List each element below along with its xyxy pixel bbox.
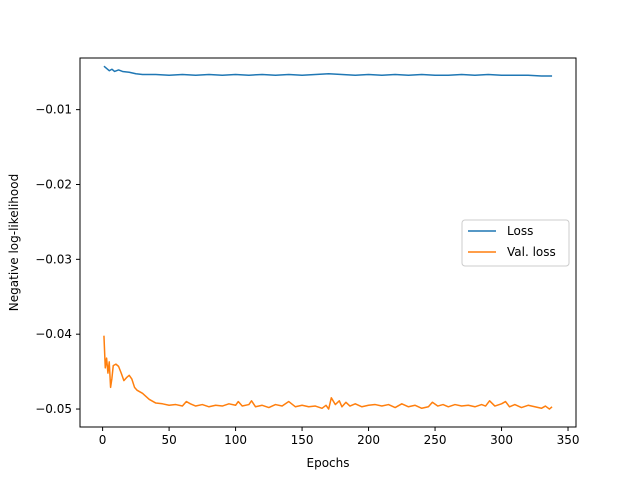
plot-area-frame — [79, 57, 577, 428]
x-tick-label: 150 — [291, 433, 314, 447]
legend-label-loss: Loss — [507, 224, 533, 238]
y-tick-label: −0.05 — [35, 402, 72, 416]
x-tick-label: 350 — [557, 433, 580, 447]
axis-ticks: 0 50 100 150 200 250 300 350 −0.01 −0.02 −0.03 −0.0… — [35, 103, 579, 447]
series-lines — [103, 65, 553, 410]
y-tick-label: −0.02 — [35, 177, 72, 191]
series-line-1 — [103, 335, 553, 410]
legend: Loss Val. loss — [461, 219, 570, 267]
x-axis-label: Epochs — [307, 456, 350, 470]
y-tick-label: −0.01 — [35, 103, 72, 117]
x-tick-label: 300 — [490, 433, 513, 447]
x-tick-label: 50 — [161, 433, 176, 447]
y-axis-label: Negative log-likelihood — [7, 174, 21, 311]
x-tick-label: 100 — [224, 433, 247, 447]
x-tick-label: 200 — [357, 433, 380, 447]
legend-label-val-loss: Val. loss — [507, 245, 556, 259]
y-tick-label: −0.04 — [35, 327, 72, 341]
x-tick-label: 250 — [424, 433, 447, 447]
x-tick-label: 0 — [99, 433, 107, 447]
series-line-0 — [103, 65, 553, 77]
y-tick-label: −0.03 — [35, 252, 72, 266]
